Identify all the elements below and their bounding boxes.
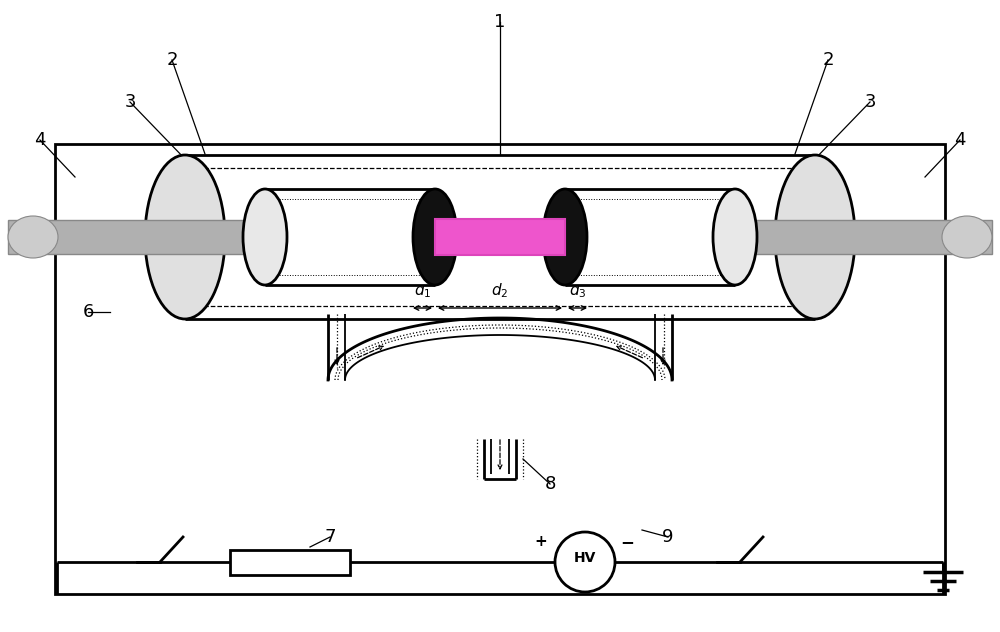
Ellipse shape [713,189,757,285]
Text: 6: 6 [82,303,94,321]
Circle shape [555,532,615,592]
Text: 2: 2 [166,51,178,69]
Ellipse shape [145,155,225,319]
Bar [265,189,435,285]
Bar [565,189,735,285]
Text: 4: 4 [954,131,966,149]
Ellipse shape [8,216,58,258]
Bar [185,155,815,319]
Ellipse shape [942,216,992,258]
Text: HV: HV [574,551,596,565]
Ellipse shape [413,189,457,285]
Polygon shape [328,318,672,380]
Text: 3: 3 [124,93,136,111]
Ellipse shape [775,155,855,319]
Text: 4: 4 [34,131,46,149]
Text: 2: 2 [822,51,834,69]
Text: 5: 5 [29,228,41,246]
Bar [55,144,945,594]
Text: 9: 9 [662,528,674,546]
Text: 7: 7 [324,528,336,546]
Text: 3: 3 [864,93,876,111]
Ellipse shape [543,189,587,285]
Text: $d_2$: $d_2$ [491,282,509,300]
Text: $d_3$: $d_3$ [569,282,586,300]
Text: 8: 8 [544,475,556,493]
Bar [230,549,350,574]
Polygon shape [328,314,672,380]
Text: 5: 5 [959,228,971,246]
Text: 1: 1 [494,13,506,31]
Text: $d_1$: $d_1$ [414,282,431,300]
Text: +: + [535,535,547,549]
Bar [435,219,565,255]
Bar [8,220,992,254]
Text: −: − [620,533,634,551]
Ellipse shape [243,189,287,285]
